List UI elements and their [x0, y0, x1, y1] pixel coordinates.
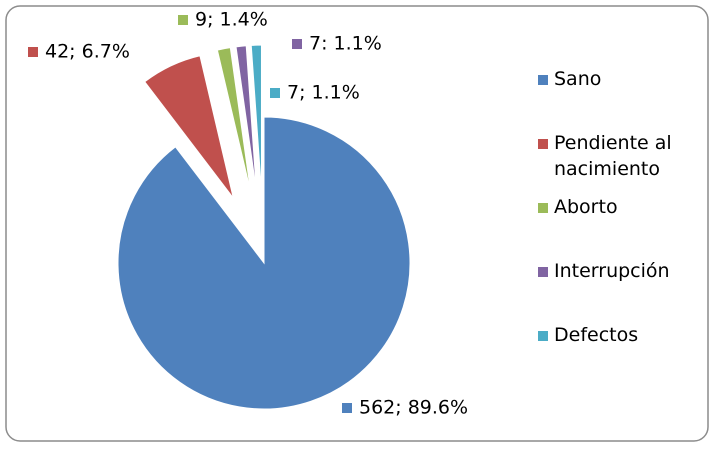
legend-swatch	[538, 139, 548, 149]
data-label-marker	[292, 39, 302, 49]
data-label: 7; 1.1%	[287, 82, 360, 104]
data-label: 562; 89.6%	[359, 397, 468, 419]
legend: Sano Pendiente al nacimiento Aborto Interru…	[538, 66, 708, 386]
data-label-marker	[178, 15, 188, 25]
legend-label: Aborto	[554, 196, 618, 218]
legend-item: Aborto	[538, 194, 708, 258]
legend-label: Pendiente al nacimiento	[554, 132, 672, 180]
legend-item: Sano	[538, 66, 708, 130]
legend-label: Sano	[554, 68, 602, 90]
pie-slice	[117, 116, 411, 410]
data-label-marker	[342, 403, 352, 413]
legend-swatch	[538, 203, 548, 213]
pie-slice	[250, 44, 262, 192]
data-label: 7: 1.1%	[309, 33, 382, 55]
pie-slice	[144, 55, 234, 199]
pie-slice	[216, 47, 252, 193]
legend-swatch	[538, 267, 548, 277]
legend-item: Defectos	[538, 322, 708, 386]
data-label: 42; 6.7%	[45, 41, 130, 63]
legend-swatch	[538, 331, 548, 341]
data-label-marker	[270, 88, 280, 98]
data-label: 9; 1.4%	[195, 9, 268, 31]
legend-swatch	[538, 75, 548, 85]
legend-item: Pendiente al nacimiento	[538, 130, 708, 194]
legend-label: Defectos	[554, 324, 639, 346]
legend-label: Interrupción	[554, 260, 670, 282]
legend-item: Interrupción	[538, 258, 708, 322]
data-label-marker	[28, 47, 38, 57]
pie-slice	[235, 45, 257, 192]
